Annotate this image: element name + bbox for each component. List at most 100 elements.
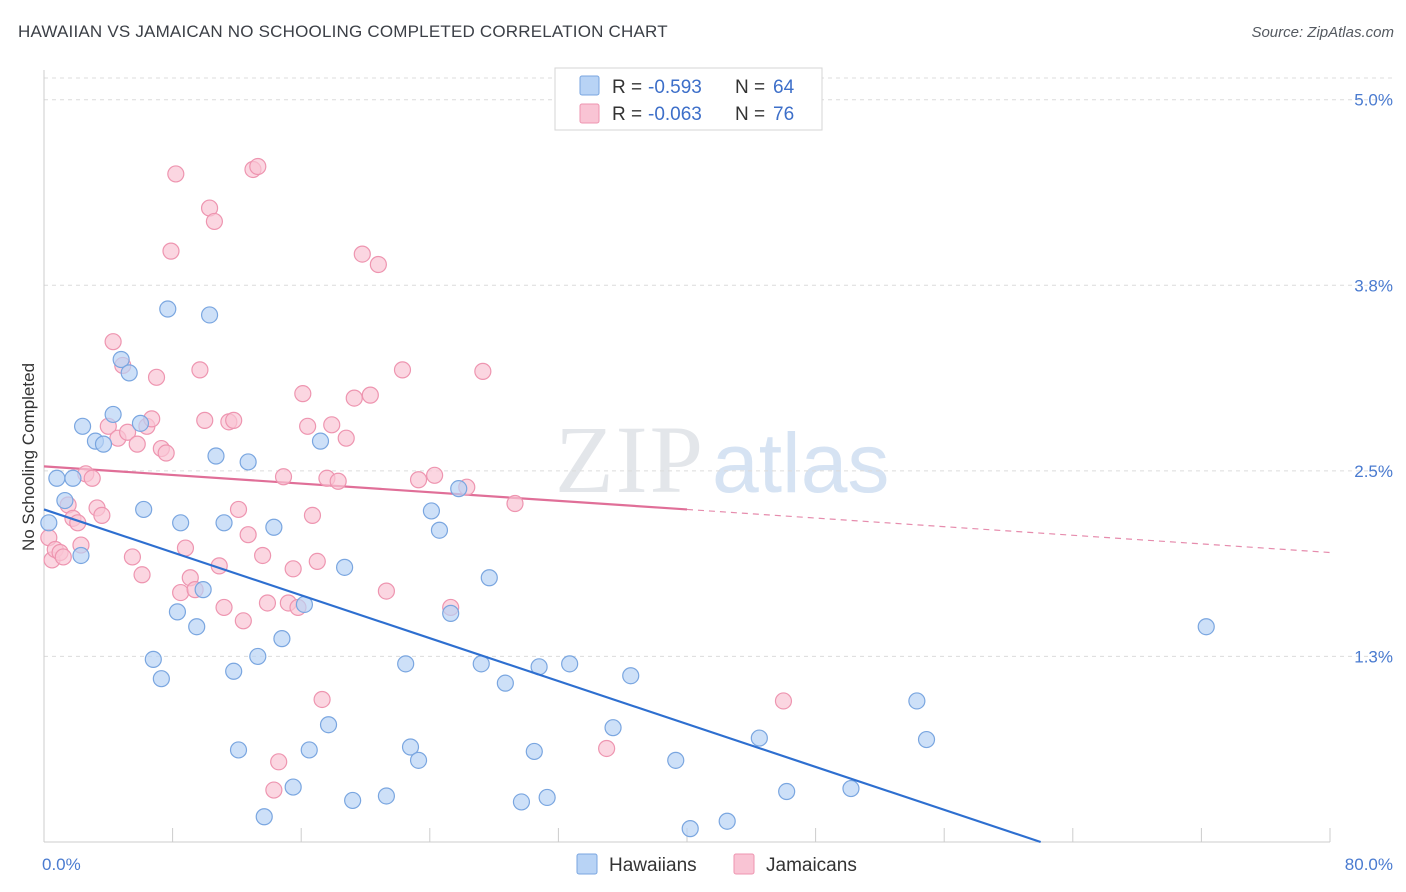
hawaiians-point-49	[525, 742, 543, 761]
legend-n-label-hawaiians: N =	[735, 77, 765, 98]
jamaicans-point-49	[274, 468, 293, 486]
jamaicans-point-74	[598, 739, 616, 758]
legend-n-value-jamaicans: 76	[773, 104, 794, 125]
jamaicans-point-17	[118, 423, 137, 441]
hawaiians-point-38	[397, 655, 415, 673]
hawaiians-trend-solid	[43, 508, 1041, 844]
jamaicans-point-37	[215, 598, 233, 617]
y-tick-label-0: 1.3%	[1354, 647, 1393, 666]
jamaicans-point-51	[284, 560, 302, 578]
hawaiians-point-46	[480, 569, 498, 587]
hawaiians-point-21	[207, 447, 225, 465]
hawaiians-point-26	[249, 647, 267, 666]
bottom-legend-swatch-hawaiians	[576, 853, 598, 875]
hawaiians-point-41	[422, 502, 441, 520]
hawaiians-point-20	[200, 306, 219, 324]
jamaicans-point-39	[225, 411, 243, 429]
jamaicans-point-67	[393, 361, 412, 379]
hawaiians-point-35	[336, 558, 354, 576]
jamaicans-point-10	[83, 469, 101, 487]
legend-r-value-hawaiians: -0.593	[648, 77, 702, 98]
jamaicans-point-61	[337, 429, 355, 447]
jamaicans-point-63	[353, 245, 371, 263]
legend-r-label-jamaicans: R =	[612, 104, 642, 125]
legend-r-value-jamaicans: -0.063	[648, 104, 702, 125]
hawaiians-point-44	[450, 480, 468, 498]
jamaicans-point-26	[162, 242, 180, 260]
jamaicans-point-42	[239, 526, 257, 544]
hawaiians-point-36	[344, 791, 362, 810]
bottom-legend-label-jamaicans: Jamaicans	[766, 855, 857, 876]
hawaiians-point-7	[94, 435, 113, 453]
source-label: Source: ZipAtlas.com	[1251, 24, 1394, 41]
hawaiians-point-53	[604, 719, 622, 737]
jamaicans-point-57	[313, 690, 331, 709]
hawaiians-point-28	[265, 518, 283, 536]
hawaiians-point-9	[112, 350, 130, 369]
legend-swatch-hawaiians	[579, 75, 600, 96]
jamaicans-trend	[43, 465, 1331, 554]
hawaiians-point-25	[239, 453, 257, 471]
hawaiians-point-22	[215, 514, 233, 532]
x-tick-label-min: 0.0%	[42, 855, 81, 874]
jamaicans-point-47	[265, 781, 283, 799]
bottom-legend-swatch-jamaicans	[733, 853, 755, 875]
hawaiians-point-39	[401, 738, 420, 756]
jamaicans-point-53	[294, 385, 312, 403]
jamaicans-point-64	[361, 386, 379, 404]
hawaiians-point-18	[188, 618, 206, 636]
jamaicans-point-59	[323, 416, 341, 434]
y-tick-labels: 1.3% 2.5% 3.8% 5.0%	[1354, 91, 1393, 667]
hawaiians-point-52	[561, 655, 579, 673]
hawaiians-point-16	[168, 603, 187, 621]
jamaicans-point-28	[172, 583, 190, 602]
bottom-legend-label-hawaiians: Hawaiians	[609, 855, 697, 876]
x-tick-label-max: 80.0%	[1345, 855, 1393, 874]
bottom-legend: Hawaiians Jamaicans	[576, 853, 857, 876]
jamaicans-point-4	[54, 548, 72, 566]
jamaicans-point-75	[774, 692, 793, 710]
hawaiians-point-5	[73, 417, 92, 435]
hawaiians-point-55	[667, 751, 685, 769]
jamaicans-point-20	[133, 566, 151, 584]
top-legend: R = -0.593 N = 64 R = -0.063 N = 76	[554, 67, 823, 131]
jamaicans-point-19	[128, 435, 146, 453]
hawaiians-point-58	[750, 729, 768, 747]
jamaicans-point-62	[345, 389, 363, 407]
hawaiians-point-43	[442, 604, 460, 622]
watermark: ZIP atlas	[555, 406, 889, 513]
jamaicans-points	[40, 157, 793, 799]
jamaicans-point-35	[205, 212, 223, 231]
hawaiians-point-17	[172, 514, 190, 532]
jamaicans-point-32	[191, 361, 209, 379]
hawaiians-point-23	[225, 662, 243, 680]
jamaicans-point-72	[474, 362, 492, 380]
hawaiians-point-13	[144, 650, 162, 668]
hawaiians-point-48	[512, 793, 531, 811]
jamaicans-point-65	[369, 255, 387, 274]
hawaiians-point-32	[300, 741, 318, 759]
hawaiians-point-54	[622, 667, 640, 685]
jamaicans-point-68	[409, 471, 428, 489]
jamaicans-point-41	[234, 612, 252, 630]
hawaiians-point-3	[64, 469, 82, 487]
watermark-atlas: atlas	[712, 416, 889, 510]
hawaiians-points	[40, 300, 1215, 838]
hawaiians-point-15	[159, 300, 177, 318]
hawaiians-point-57	[718, 812, 736, 830]
jamaicans-point-55	[303, 506, 322, 524]
jamaicans-point-54	[299, 417, 317, 435]
jamaicans-trend-dashed	[686, 508, 1331, 554]
jamaicans-point-33	[196, 411, 214, 429]
hawaiians-point-61	[908, 692, 926, 710]
jamaicans-point-48	[270, 753, 288, 771]
jamaicans-point-46	[258, 594, 277, 612]
y-axis-title: No Schooling Completed	[19, 363, 38, 551]
hawaiians-point-29	[273, 630, 291, 648]
jamaicans-point-23	[147, 368, 166, 386]
hawaiians-point-40	[409, 751, 428, 769]
hawaiians-point-60	[842, 779, 860, 798]
hawaiians-point-63	[1197, 618, 1215, 636]
chart-title: HAWAIIAN VS JAMAICAN NO SCHOOLING COMPLE…	[18, 22, 668, 41]
